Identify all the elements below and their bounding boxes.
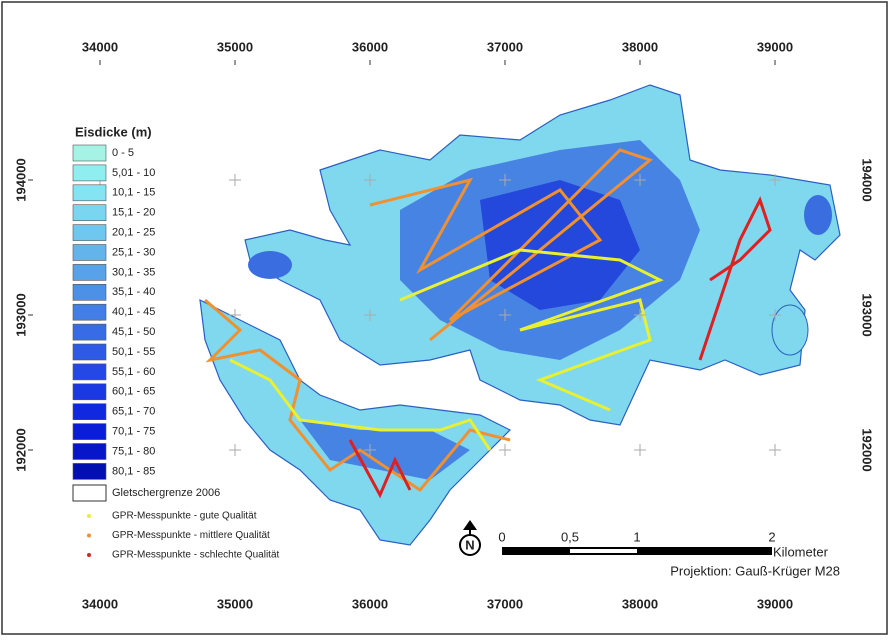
legend-swatch [73,444,106,460]
legend-label: Gletschergrenze 2006 [112,487,220,499]
map: N Kilometer Projektion: Gauß-Krüger M28 … [0,0,889,636]
legend-swatch [73,424,106,440]
legend-label: GPR-Messpunkte - schlechte Qualität [112,550,280,561]
legend-label: 60,1 - 65 [112,386,155,398]
legend-point [87,514,91,518]
legend-swatch [73,245,106,261]
grid-x-label: 38000 [622,39,658,54]
legend-label: 25,1 - 30 [112,246,155,258]
legend-label: 5,01 - 10 [112,167,155,179]
legend-swatch [73,284,106,300]
legend-label: 45,1 - 50 [112,326,155,338]
legend-swatch [73,344,106,360]
legend-label: 15,1 - 20 [112,207,155,219]
grid-y-label: 192000 [860,428,875,471]
legend-label: 10,1 - 15 [112,187,155,199]
grid-x-label: 36000 [352,596,388,611]
legend-swatch [73,185,106,201]
legend-swatch [73,485,106,501]
grid-y-label: 193000 [860,293,875,336]
legend-label: 70,1 - 75 [112,426,155,438]
grid-x-label: 35000 [217,596,253,611]
legend-swatch [73,384,106,400]
grid-x-label: 39000 [757,596,793,611]
grid-x-label: 35000 [217,39,253,54]
grid-x-label: 38000 [622,596,658,611]
grid-x-label: 34000 [82,596,118,611]
legend-point [87,553,91,557]
legend-title: Eisdicke (m) [75,124,152,139]
grid-y-label: 193000 [13,293,28,336]
grid-x-label: 39000 [757,39,793,54]
grid-x-label: 37000 [487,39,523,54]
scale-label: 0 [498,529,505,544]
scale-label: 2 [768,529,775,544]
legend-swatch [73,165,106,181]
legend-label: GPR-Messpunkte - mittlere Qualität [112,530,270,541]
legend-point [87,534,91,538]
legend-label: 55,1 - 60 [112,366,155,378]
legend-swatch [73,304,106,320]
grid-y-label: 194000 [860,158,875,201]
legend-swatch [73,324,106,340]
legend-label: 75,1 - 80 [112,445,155,457]
legend-swatch [73,404,106,420]
north-label: N [465,537,474,552]
grid-y-label: 194000 [13,158,28,201]
legend-swatch [73,264,106,280]
grid-x-label: 37000 [487,596,523,611]
legend-label: 30,1 - 35 [112,266,155,278]
scale-label: 0,5 [561,529,579,544]
legend-swatch [73,205,106,221]
legend-swatch [73,364,106,380]
legend-label: 50,1 - 55 [112,346,155,358]
projection: Projektion: Gauß-Krüger M28 [670,563,840,578]
legend-swatch [73,145,106,161]
legend-label: 65,1 - 70 [112,406,155,418]
grid-x-label: 36000 [352,39,388,54]
scale-label: 1 [633,529,640,544]
legend-swatch [73,225,106,241]
scale-bar [502,547,772,555]
scale-unit: Kilometer [773,544,829,559]
legend-label: 0 - 5 [112,147,134,159]
legend-label: 80,1 - 85 [112,465,155,477]
legend-label: GPR-Messpunkte - gute Qualität [112,511,257,522]
grid-y-label: 192000 [13,428,28,471]
legend-swatch [73,463,106,479]
grid-x-label: 34000 [82,39,118,54]
legend-label: 40,1 - 45 [112,306,155,318]
legend-label: 20,1 - 25 [112,227,155,239]
legend-label: 35,1 - 40 [112,286,155,298]
